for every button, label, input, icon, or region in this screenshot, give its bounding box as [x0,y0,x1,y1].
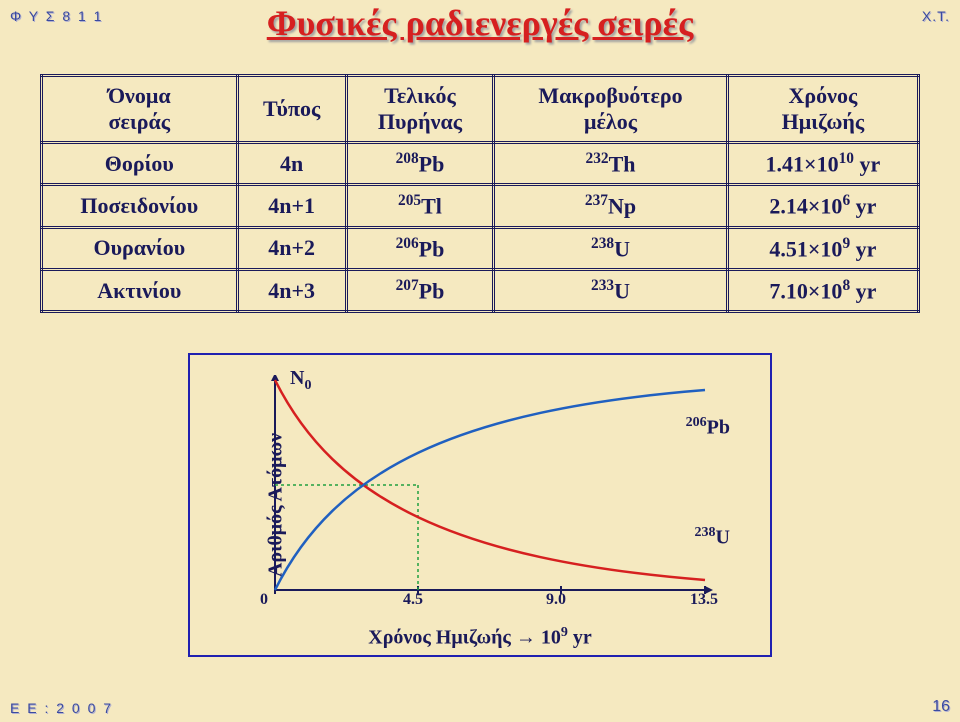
table-row: Ποσειδονίου4n+1205Tl237Np2.14×106 yr [42,185,919,227]
table-row: Ουρανίου4n+2206Pb238U4.51×109 yr [42,227,919,269]
table-row: Ακτινίου4n+3207Pb233U7.10×108 yr [42,269,919,311]
table-row: Θορίου4n208Pb232Th1.41×1010 yr [42,143,919,185]
table-header: Τύπος [237,76,346,143]
header-left: Φ Υ Σ 8 1 1 [10,8,103,24]
chart-xtick: 0 [260,591,268,609]
chart-xtick: 4.5 [403,591,423,609]
chart-xtick: 9.0 [546,591,566,609]
page-title: Φυσικές ραδιενεργές σειρές [0,2,960,44]
footer-page: 16 [932,698,950,716]
chart-xlabel: Χρόνος Ημιζωής → 109 yr [368,625,592,650]
table-header: ΤελικόςΠυρήνας [346,76,494,143]
header-right: Χ.Τ. [922,8,950,24]
chart-xtick: 13.5 [690,591,718,609]
decay-chart: Αριθμός Ατόμων N0 206Pb 238U 04.59.013.5… [188,353,772,657]
table-header: Μακροβυότερομέλος [494,76,728,143]
chart-svg [270,375,720,605]
decay-series-table: ΌνομασειράςΤύποςΤελικόςΠυρήναςΜακροβυότε… [40,74,920,313]
table-header: Όνομασειράς [42,76,238,143]
table-header: ΧρόνοςΗμιζωής [727,76,918,143]
footer-left: Ε Ε : 2 0 0 7 [10,700,113,716]
